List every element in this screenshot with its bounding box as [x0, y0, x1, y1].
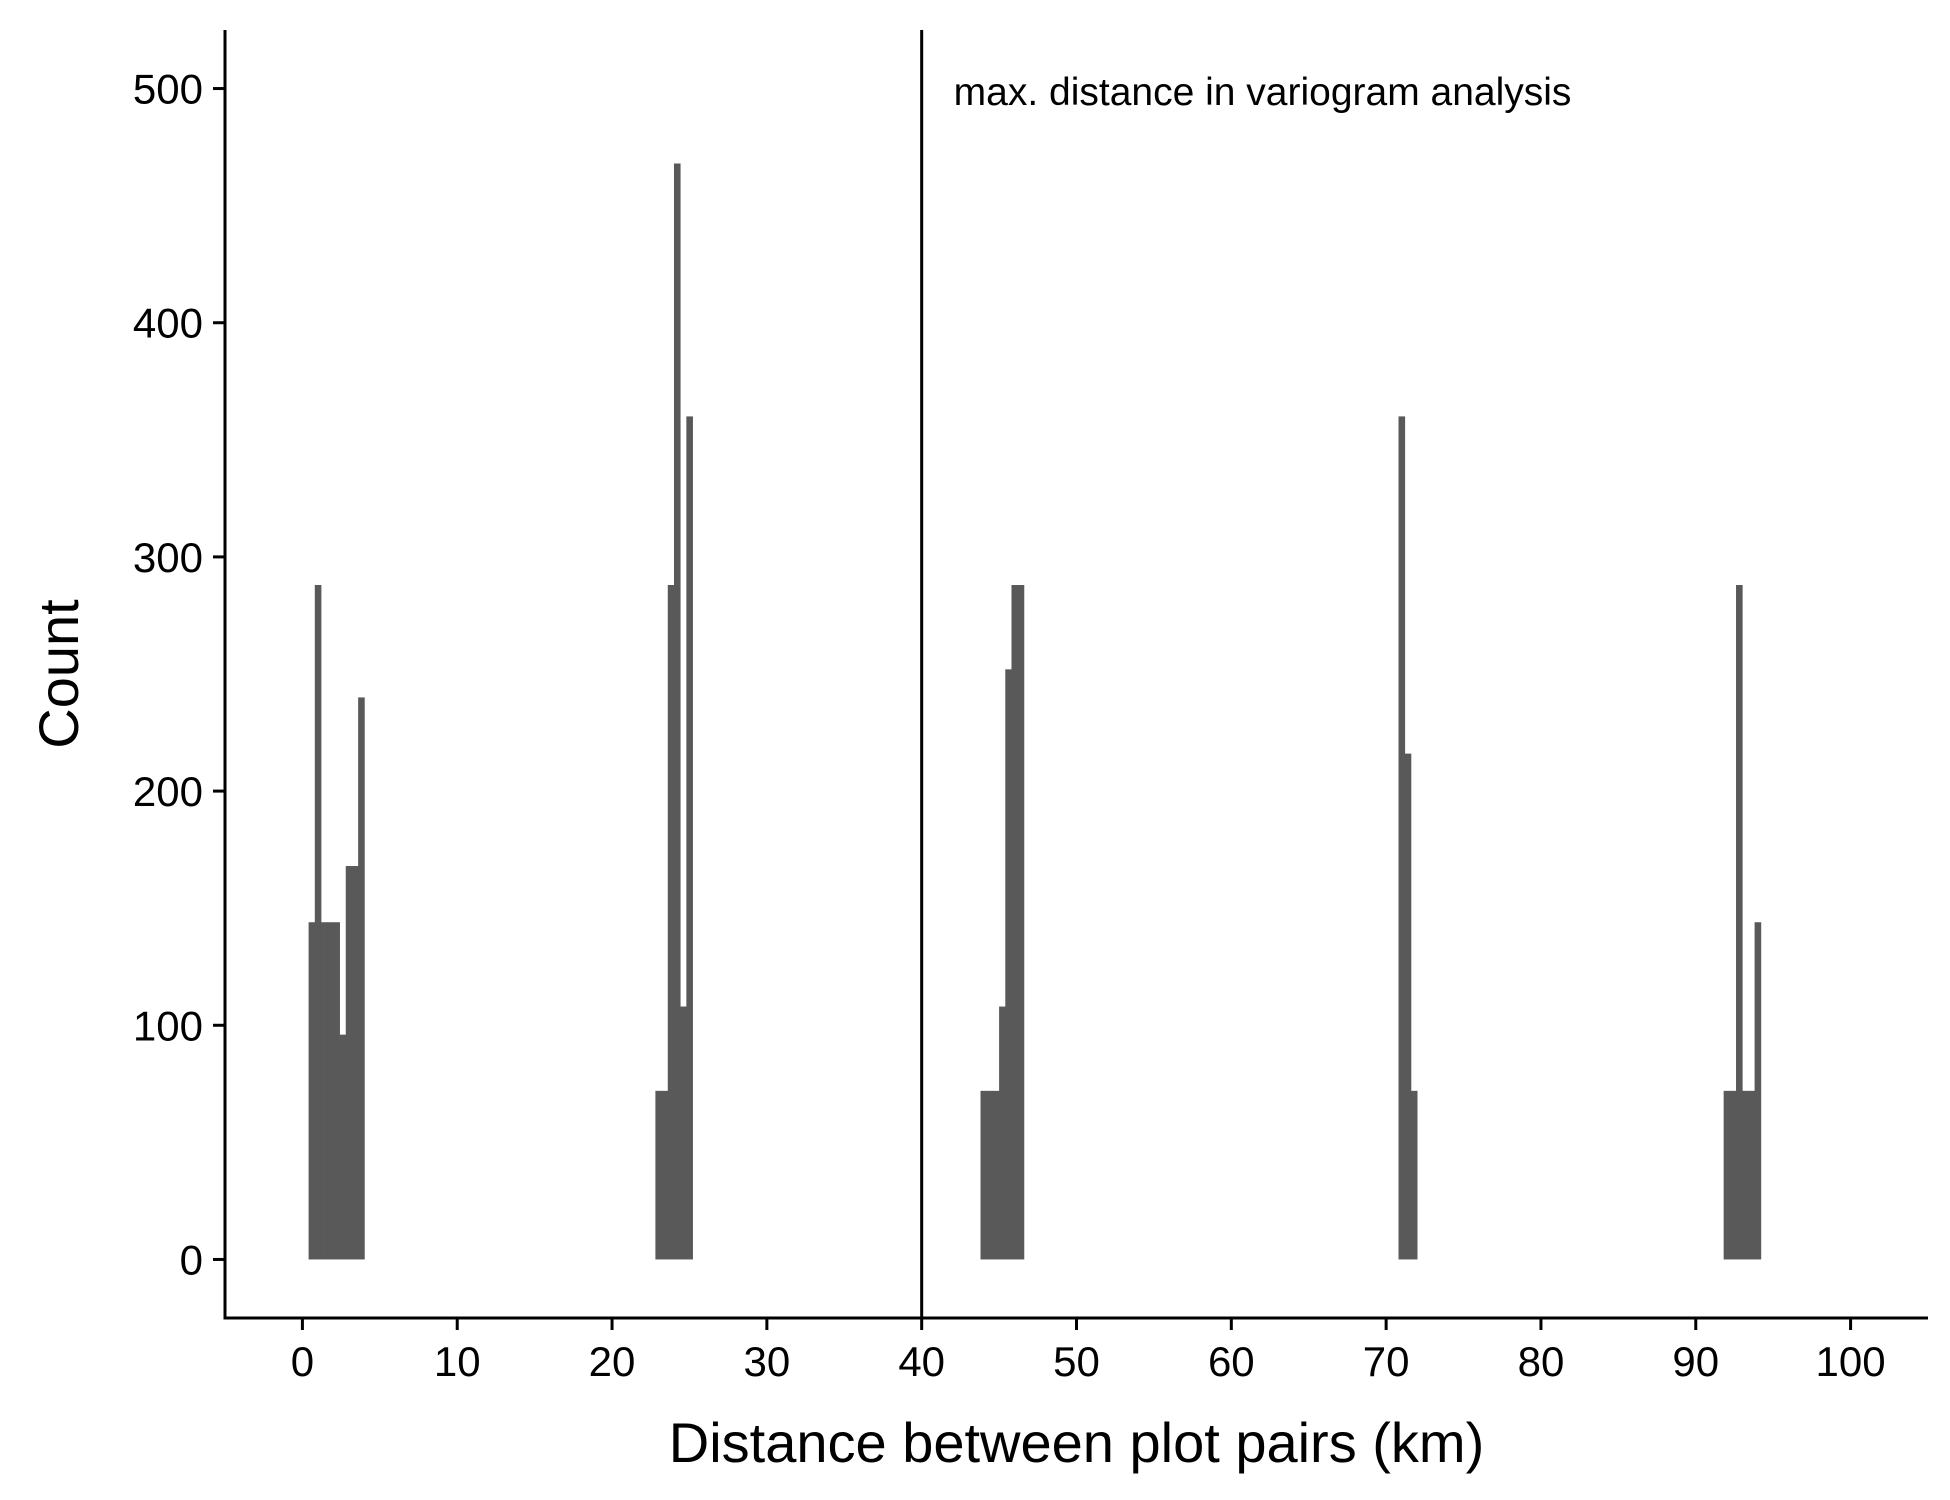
histogram-bar-21 — [1017, 585, 1025, 1260]
x-tick-label: 50 — [1053, 1338, 1100, 1385]
histogram-bar-9 — [655, 1090, 662, 1260]
histogram-bar-13 — [680, 1006, 687, 1260]
histogram-bar-16 — [986, 1090, 994, 1260]
x-tick-label: 60 — [1208, 1338, 1255, 1385]
x-tick-label: 90 — [1672, 1338, 1719, 1385]
histogram-bar-6 — [345, 866, 353, 1260]
histogram-bar-28 — [1742, 1090, 1749, 1260]
histogram-bar-30 — [1754, 922, 1762, 1260]
x-tick-label: 30 — [744, 1338, 791, 1385]
x-tick-label: 0 — [291, 1338, 314, 1385]
histogram-bar-1 — [314, 585, 322, 1260]
histogram-bar-3 — [327, 922, 334, 1260]
histogram-bar-22 — [1398, 416, 1406, 1260]
histogram-bar-7 — [351, 866, 359, 1260]
histogram-bar-2 — [320, 922, 328, 1260]
y-axis-title: Count — [27, 599, 90, 749]
x-axis-title: Distance between plot pairs (km) — [669, 1411, 1484, 1474]
y-tick-label: 500 — [133, 66, 203, 113]
histogram-bar-4 — [333, 922, 340, 1260]
histogram-bar-17 — [992, 1090, 1000, 1260]
histogram-bar-10 — [661, 1090, 669, 1260]
y-axis-ticks: 0 100 200 300 400 500 — [133, 66, 225, 1283]
y-tick-label: 0 — [180, 1236, 203, 1283]
histogram-bar-29 — [1748, 1090, 1756, 1260]
y-tick-label: 400 — [133, 300, 203, 347]
y-tick-label: 200 — [133, 768, 203, 815]
histogram-bar-26 — [1729, 1090, 1737, 1260]
y-tick-label: 100 — [133, 1002, 203, 1049]
histogram-bar-18 — [999, 1006, 1006, 1260]
histogram-bar-5 — [339, 1034, 347, 1260]
histogram-bar-12 — [673, 163, 681, 1260]
x-tick-label: 20 — [589, 1338, 636, 1385]
histogram-bar-0 — [308, 922, 316, 1260]
bars-group — [308, 163, 1762, 1260]
histogram-bar-8 — [358, 697, 365, 1260]
reference-line-label: max. distance in variogram analysis — [954, 71, 1572, 114]
histogram-bar-14 — [686, 416, 693, 1260]
histogram-bar-11 — [667, 585, 675, 1260]
histogram-bar-19 — [1005, 669, 1012, 1260]
histogram-bar-20 — [1011, 585, 1019, 1260]
histogram-bar-24 — [1410, 1090, 1418, 1260]
histogram-bar-15 — [980, 1090, 988, 1260]
histogram-bar-23 — [1404, 753, 1412, 1260]
x-tick-label: 80 — [1518, 1338, 1565, 1385]
x-tick-label: 10 — [434, 1338, 481, 1385]
x-tick-label: 40 — [898, 1338, 945, 1385]
x-axis-ticks: 0 10 20 30 40 50 60 70 80 90 100 — [291, 1318, 1886, 1385]
histogram-bar-27 — [1736, 585, 1743, 1260]
histogram-bar-25 — [1723, 1090, 1731, 1260]
y-tick-label: 300 — [133, 534, 203, 581]
x-tick-label: 70 — [1363, 1338, 1410, 1385]
x-tick-label: 100 — [1816, 1338, 1886, 1385]
